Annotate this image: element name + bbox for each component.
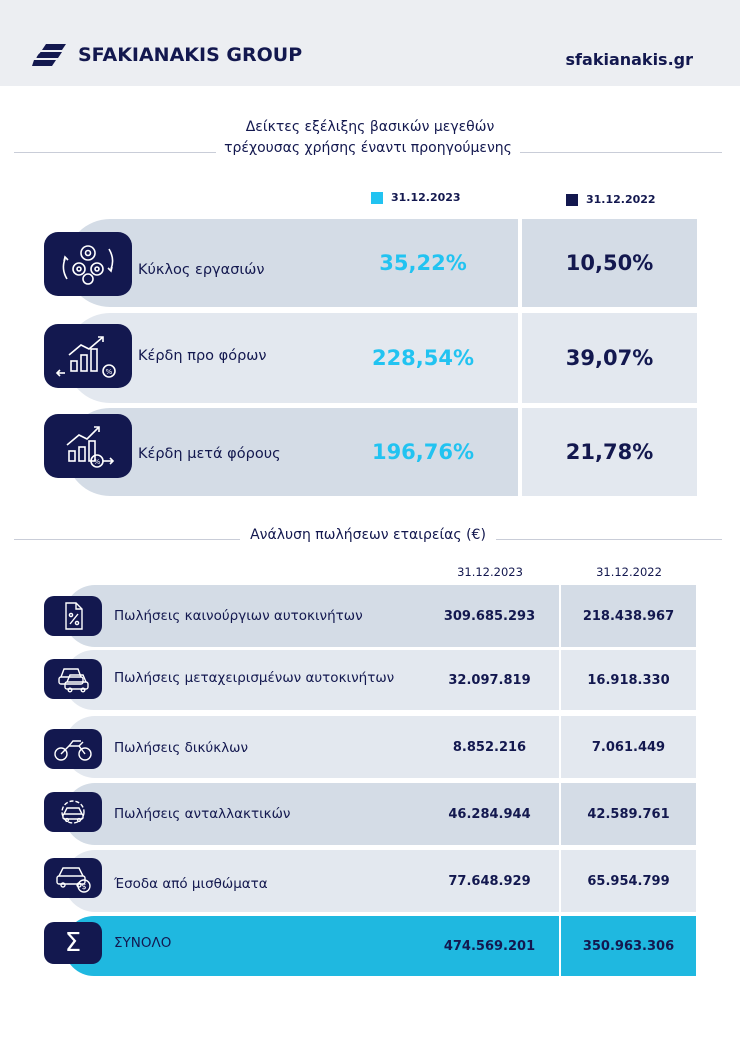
brand-name: SFAKIANAKIS GROUP [78,44,303,66]
row-value-previous: 65.954.799 [561,850,696,912]
kpi-value-previous: 21,78% [522,408,697,496]
total-label: ΣΥΝΟΛΟ [114,935,172,951]
kpi-value-current: 35,22% [328,219,518,307]
row-label: Πωλήσεις ανταλλακτικών [114,806,291,822]
section2-title: Ανάλυση πωλήσεων εταιρείας (€) [240,527,496,543]
row-value-current: 46.284.944 [420,783,559,845]
brand-logo[interactable]: SFAKIANAKIS GROUP [32,42,302,68]
kpi-value-current: 228,54% [328,313,518,403]
row-label: Έσοδα από μισθώματα [114,876,268,892]
row-label-bg [64,650,420,710]
svg-text:%: % [94,458,101,466]
legend-label-current: 31.12.2023 [391,191,461,204]
section1-title-line2-wrap: τρέχουσας χρήσης έναντι προηγούμενης [14,140,722,162]
growth-chart-icon: % [44,324,132,388]
legend-current: 31.12.2023 [371,191,461,204]
growth-chart-percent-icon: % [44,414,132,478]
document-percent-icon [44,596,102,636]
svg-text:$: $ [81,882,86,891]
sigma-symbol: Σ [64,928,82,958]
row-label-bg [64,850,420,912]
row-value-previous: 218.438.967 [561,585,696,647]
row-value-previous: 16.918.330 [561,650,696,710]
row-label: Πωλήσεις καινούργιων αυτοκινήτων [114,608,363,624]
header: SFAKIANAKIS GROUP sfakianakis.gr [0,0,740,86]
row-label-bg [64,585,420,647]
total-value-previous: 350.963.306 [561,916,696,976]
row-label: Πωλήσεις μεταχειρισμένων αυτοκινήτων [114,670,395,686]
sigma-icon: Σ [44,922,102,964]
legend-previous: 31.12.2022 [566,193,656,206]
row-value-current: 8.852.216 [420,716,559,778]
legend-swatch-previous [566,193,578,206]
total-value-current: 474.569.201 [420,916,559,976]
row-label-bg [64,783,420,845]
row-label: Πωλήσεις δικύκλων [114,740,249,756]
row-value-previous: 42.589.761 [561,783,696,845]
kpi-label: Κύκλος εργασιών [138,262,265,278]
kpi-value-current: 196,76% [328,408,518,496]
kpi-value-previous: 39,07% [522,313,697,403]
sfakianakis-logo-icon [32,44,66,66]
column-header-previous: 31.12.2022 [596,565,662,579]
gears-cycle-icon [44,232,132,296]
row-value-current: 77.648.929 [420,850,559,912]
section1-title-line2: τρέχουσας χρήσης έναντι προηγούμενης [216,140,520,156]
row-label-bg [64,716,420,778]
row-value-current: 32.097.819 [420,650,559,710]
section2-title-wrap: Ανάλυση πωλήσεων εταιρείας (€) [14,527,722,549]
column-header-current: 31.12.2023 [457,565,523,579]
website-link[interactable]: sfakianakis.gr [565,50,693,69]
car-parts-gear-icon [44,792,102,832]
legend-swatch-current [371,191,383,204]
kpi-label: Κέρδη μετά φόρους [138,446,281,462]
kpi-label: Κέρδη προ φόρων [138,348,267,364]
row-value-current: 309.685.293 [420,585,559,647]
svg-text:%: % [106,368,113,376]
total-label-bg [64,916,420,976]
motorcycle-icon [44,729,102,769]
section1-title-line1: Δείκτες εξέλιξης βασικών μεγεθών [245,119,495,135]
kpi-value-previous: 10,50% [522,219,697,307]
two-cars-icon [44,659,102,699]
car-rental-coin-icon: $ [44,858,102,898]
row-value-previous: 7.061.449 [561,716,696,778]
legend-label-previous: 31.12.2022 [586,193,656,206]
